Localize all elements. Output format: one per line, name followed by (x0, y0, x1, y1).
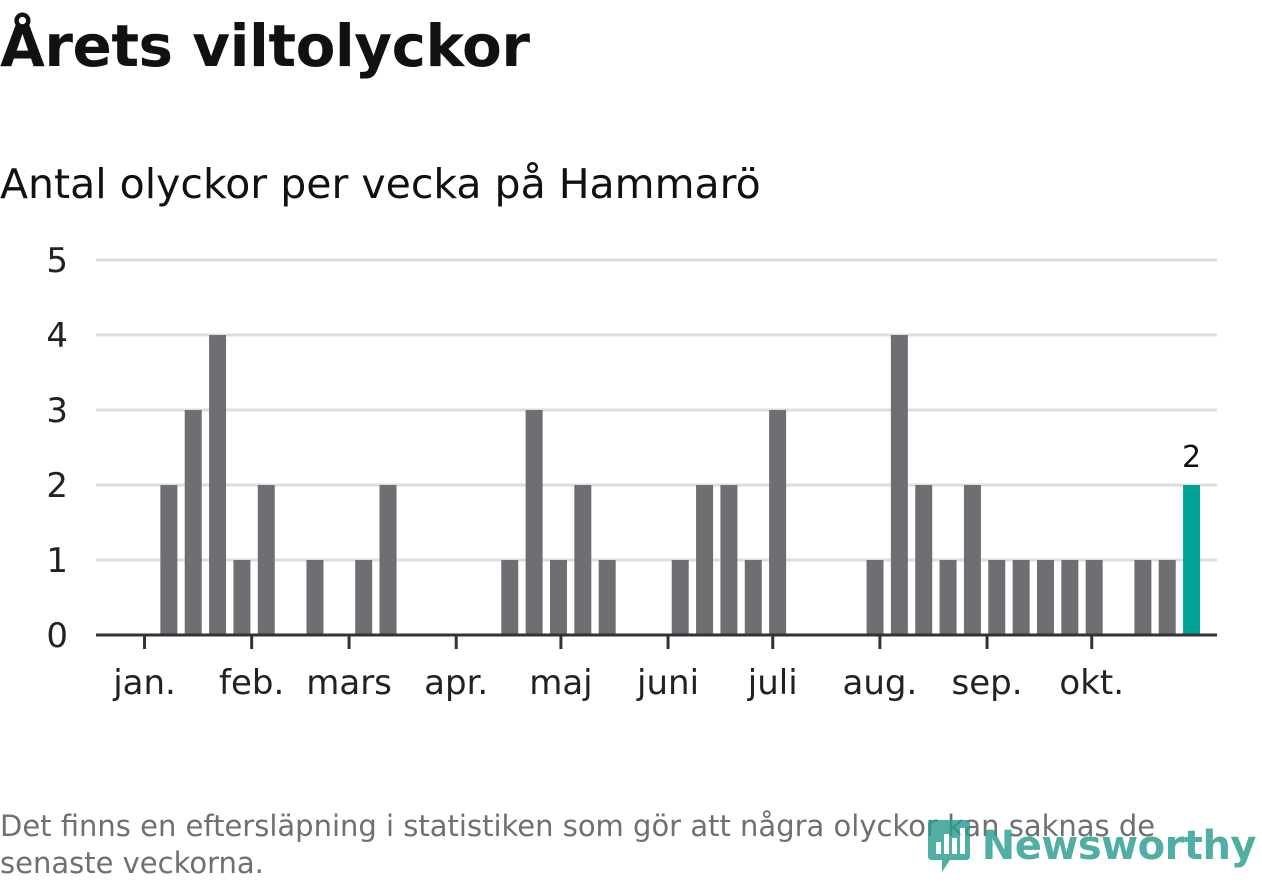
data-labels: 2 (1182, 440, 1201, 475)
bar (696, 485, 714, 635)
bar (988, 560, 1006, 635)
bar (963, 485, 981, 635)
x-tick-label: apr. (424, 663, 488, 703)
y-tick-label: 0 (46, 616, 68, 656)
bar (549, 560, 567, 635)
bar (939, 560, 957, 635)
bar (866, 560, 884, 635)
y-axis-ticks: 0 1 2 3 4 5 (46, 241, 68, 656)
bar (257, 485, 275, 635)
bar (379, 485, 397, 635)
bars (160, 335, 1201, 635)
bar (209, 335, 227, 635)
chart-subtitle: Antal olyckor per vecka på Hammarö (0, 160, 761, 208)
bar (769, 410, 787, 635)
bar (671, 560, 689, 635)
y-tick-label: 5 (46, 241, 68, 281)
x-axis: jan. feb. mars apr. maj juni juli aug. sep. okt. (96, 633, 1217, 703)
y-tick-label: 2 (46, 466, 68, 506)
bar (720, 485, 738, 635)
highlight-value-label: 2 (1182, 440, 1201, 475)
x-tick-label: okt. (1059, 663, 1124, 703)
x-tick-label: juni (636, 663, 699, 703)
newsworthy-logo-text: Newsworthy (981, 823, 1257, 869)
x-tick-label: sep. (952, 663, 1023, 703)
y-tick-label: 4 (46, 316, 68, 356)
bar (1158, 560, 1176, 635)
bar (574, 485, 592, 635)
chart-title: Årets viltolyckor (0, 12, 530, 80)
bar (233, 560, 251, 635)
x-tick-label: aug. (843, 663, 918, 703)
grid-lines (96, 258, 1217, 562)
bar (1036, 560, 1054, 635)
newsworthy-logo-icon (927, 820, 970, 872)
x-tick-label: feb. (219, 663, 284, 703)
y-tick-label: 3 (46, 391, 68, 431)
bar (184, 410, 202, 635)
bar (501, 560, 519, 635)
newsworthy-logo: Newsworthy (924, 816, 1257, 876)
x-tick-label: maj (529, 663, 592, 703)
bar (915, 485, 933, 635)
x-tick-label: juli (747, 663, 798, 703)
x-tick-label: jan. (112, 663, 176, 703)
bar (306, 560, 324, 635)
bar (890, 335, 908, 635)
bar (1061, 560, 1079, 635)
bar (355, 560, 373, 635)
bar (598, 560, 616, 635)
bar (744, 560, 762, 635)
bar (525, 410, 543, 635)
y-tick-label: 1 (46, 541, 68, 581)
bar (160, 485, 178, 635)
x-tick-label: mars (306, 663, 392, 703)
bar-chart: 0 1 2 3 4 5 jan. feb. mars apr. maj juni juli aug. se… (46, 241, 1217, 703)
bar (1012, 560, 1030, 635)
bar (1134, 560, 1152, 635)
bar-highlight (1183, 485, 1201, 635)
bar (1085, 560, 1103, 635)
